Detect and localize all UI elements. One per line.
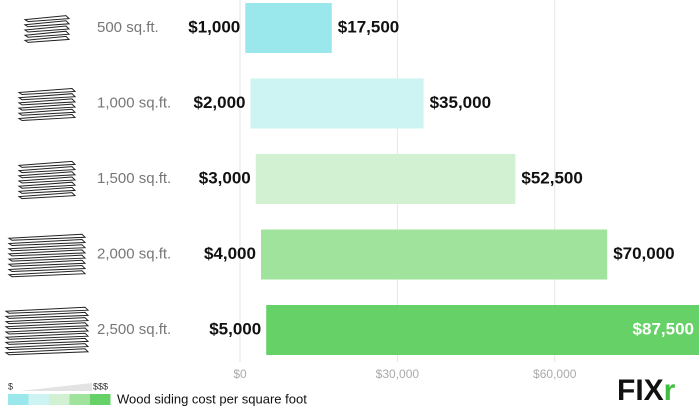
siding-icon [17, 192, 77, 200]
legend-swatch [28, 394, 49, 405]
siding-icon [4, 332, 90, 340]
category-label: 500 sq.ft. [97, 19, 159, 36]
siding-icon [4, 322, 90, 330]
legend-wedge [20, 383, 92, 391]
siding-icon [4, 311, 90, 319]
bar [255, 154, 516, 204]
high-label: $35,000 [430, 93, 491, 112]
legend-label: Wood siding cost per square foot [117, 391, 307, 406]
legend-swatch [69, 394, 90, 405]
category-label: 1,500 sq.ft. [97, 170, 171, 187]
siding-icon [7, 254, 87, 262]
legend-swatch [8, 394, 29, 405]
bar [266, 305, 699, 355]
high-label: $17,500 [338, 17, 399, 36]
legend-swatch [49, 394, 70, 405]
siding-icon [23, 20, 71, 28]
siding-icon [17, 93, 77, 101]
siding-icon [23, 30, 71, 38]
siding-icon [23, 35, 71, 43]
siding-icon [7, 270, 87, 278]
bar [260, 229, 608, 280]
logo-text: FIX [617, 374, 664, 407]
siding-icon [17, 108, 77, 116]
high-label: $87,500 [633, 319, 694, 338]
category-label: 1,000 sq.ft. [97, 94, 171, 111]
logo: FIXr [617, 374, 676, 407]
siding-icon [17, 176, 77, 184]
high-label: $52,500 [521, 168, 582, 187]
siding-icon [17, 103, 77, 111]
siding-icon [4, 348, 90, 356]
siding-icon [23, 15, 71, 23]
low-label: $2,000 [193, 93, 245, 112]
siding-icon [4, 343, 90, 351]
legend-swatch [90, 394, 111, 405]
legend-high: $$$ [93, 381, 108, 391]
siding-icon [7, 249, 87, 257]
siding-icon [7, 233, 87, 241]
siding-icon [17, 166, 77, 174]
siding-icon [4, 327, 90, 335]
siding-icon [23, 25, 71, 33]
bar [250, 78, 424, 129]
x-tick-label: $30,000 [376, 367, 420, 381]
siding-icon [17, 186, 77, 194]
siding-icon [17, 87, 77, 96]
category-label: 2,500 sq.ft. [97, 321, 171, 338]
siding-icon [4, 306, 90, 314]
low-label: $3,000 [199, 168, 251, 187]
low-label: $4,000 [204, 244, 256, 263]
siding-icon [7, 238, 87, 247]
siding-icon [17, 171, 77, 179]
siding-icon [4, 317, 90, 325]
x-tick-label: $60,000 [533, 367, 577, 381]
siding-icon [4, 337, 90, 345]
siding-icon [7, 259, 87, 267]
siding-icon [7, 244, 87, 252]
siding-icon [17, 181, 77, 189]
siding-icon [17, 98, 77, 106]
x-tick-label: $0 [233, 367, 247, 381]
low-label: $1,000 [188, 17, 240, 36]
legend-low: $ [8, 381, 13, 391]
logo-accent: r [664, 374, 676, 407]
low-label: $5,000 [209, 319, 261, 338]
siding-icon [17, 160, 77, 168]
siding-icon [17, 113, 77, 122]
high-label: $70,000 [613, 244, 674, 263]
siding-icon [7, 264, 87, 273]
category-label: 2,000 sq.ft. [97, 245, 171, 262]
bar [245, 3, 332, 53]
